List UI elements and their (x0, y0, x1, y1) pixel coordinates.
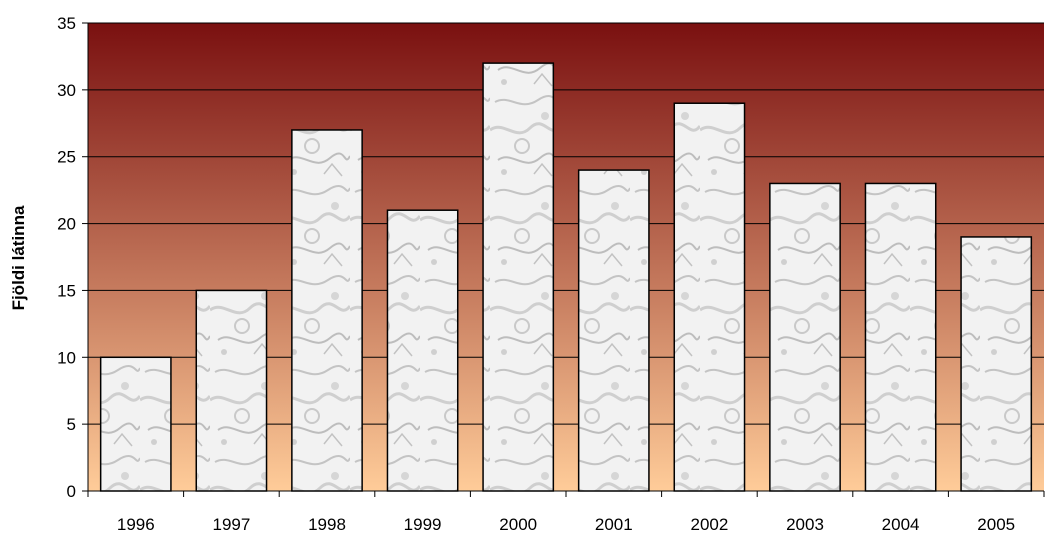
y-tick-label: 10 (57, 348, 76, 367)
y-tick-label: 15 (57, 281, 76, 300)
bar-2005 (960, 236, 1033, 492)
bar-2001 (577, 169, 650, 492)
x-tick-label: 1996 (117, 515, 155, 534)
bar-1997 (195, 289, 268, 492)
bars (99, 62, 1033, 492)
bar-1999 (386, 209, 459, 492)
y-axis-title: Fjöldi látinna (9, 205, 28, 310)
x-tick-labels: 1996 1997 1998 1999 2000 2001 2002 2003 2004 2005 (117, 515, 1015, 534)
x-tick-label: 2001 (595, 515, 633, 534)
x-tick-label: 1997 (212, 515, 250, 534)
x-tick-label: 2000 (499, 515, 537, 534)
x-tick-label: 2005 (977, 515, 1015, 534)
y-tick-label: 20 (57, 215, 76, 234)
y-tick-label: 5 (67, 415, 76, 434)
bar-1996 (99, 356, 172, 492)
x-tick-label: 1998 (308, 515, 346, 534)
axes (82, 22, 1045, 497)
x-tick-label: 2002 (690, 515, 728, 534)
y-tick-label: 35 (57, 14, 76, 33)
bar-2002 (673, 102, 746, 492)
bar-2000 (482, 62, 555, 492)
y-tick-label: 25 (57, 148, 76, 167)
bar-2004 (864, 182, 937, 492)
x-tick-label: 2004 (882, 515, 920, 534)
y-tick-labels: 0 5 10 15 20 25 30 35 (57, 14, 76, 501)
y-tick-label: 0 (67, 482, 76, 501)
x-tick-label: 2003 (786, 515, 824, 534)
bar-2003 (769, 182, 841, 492)
x-tick-label: 1999 (404, 515, 442, 534)
bar-1998 (291, 129, 363, 492)
y-tick-label: 30 (57, 81, 76, 100)
